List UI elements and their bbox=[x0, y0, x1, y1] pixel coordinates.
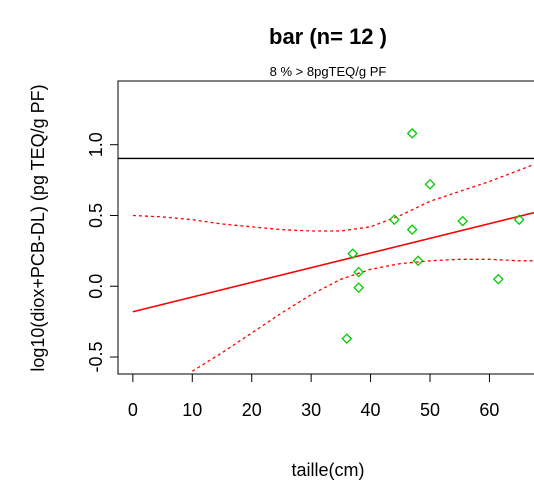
x-tick-label: 10 bbox=[182, 400, 202, 420]
data-point bbox=[353, 266, 365, 278]
regression-line bbox=[132, 211, 534, 313]
data-point bbox=[492, 273, 504, 285]
plot-area: 0 10 20 30 40 50 60 -0.5 0.0 0.5 1.0 bbox=[86, 80, 534, 420]
x-axis-label: taille(cm) bbox=[291, 460, 364, 480]
data-point bbox=[341, 333, 353, 345]
x-tick-label: 0 bbox=[128, 400, 138, 420]
y-tick-label: 1.0 bbox=[86, 132, 106, 157]
x-tick-label: 20 bbox=[242, 400, 262, 420]
data-point bbox=[406, 127, 418, 139]
x-tick-label: 30 bbox=[301, 400, 321, 420]
data-point bbox=[424, 178, 436, 190]
data-point bbox=[412, 255, 424, 267]
data-point bbox=[457, 215, 469, 227]
data-point bbox=[347, 248, 359, 260]
data-point bbox=[388, 214, 400, 226]
plot-content bbox=[118, 127, 534, 372]
y-tick-label: 0.5 bbox=[86, 203, 106, 228]
y-tick-label: 0.0 bbox=[86, 274, 106, 299]
y-axis-label: log10(diox+PCB-DL) (pg TEQ/g PF) bbox=[28, 84, 48, 371]
confidence-upper-line bbox=[132, 163, 534, 232]
chart-title: bar (n= 12 ) bbox=[269, 24, 387, 49]
confidence-lower-line bbox=[191, 258, 534, 372]
x-tick-label: 50 bbox=[420, 400, 440, 420]
y-tick-label: -0.5 bbox=[86, 341, 106, 372]
data-point bbox=[406, 224, 418, 236]
data-point bbox=[353, 282, 365, 294]
data-point bbox=[513, 214, 525, 226]
x-tick-label: 40 bbox=[361, 400, 381, 420]
x-tick-label: 60 bbox=[479, 400, 499, 420]
chart-subtitle: 8 % > 8pgTEQ/g PF bbox=[270, 64, 387, 79]
